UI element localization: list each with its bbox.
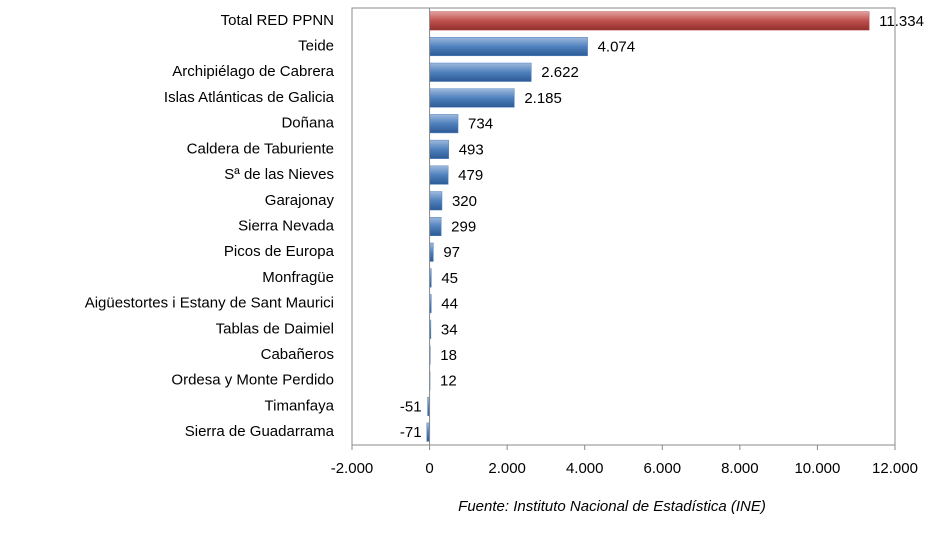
value-label: -71 [400, 424, 422, 441]
value-label: 12 [440, 373, 457, 390]
value-label: 44 [441, 296, 458, 313]
value-label: 11.334 [879, 13, 924, 30]
value-label: 18 [440, 347, 457, 364]
bar [429, 11, 870, 31]
y-tick-label: Sª de las Nieves [224, 166, 334, 183]
y-tick-label: Ordesa y Monte Perdido [171, 372, 334, 389]
y-tick-label: Cabañeros [261, 346, 334, 363]
y-tick-label: Islas Atlánticas de Galicia [164, 89, 335, 106]
value-label: 734 [468, 116, 493, 133]
value-label: 479 [458, 167, 483, 184]
x-tick-label: 4.000 [566, 460, 604, 477]
value-label: 4.074 [598, 39, 636, 56]
x-tick-label: 0 [425, 460, 433, 477]
bar [429, 191, 443, 211]
value-label: 34 [441, 321, 458, 338]
bar [429, 139, 449, 159]
bar [429, 242, 434, 262]
y-tick-label: Caldera de Taburiente [187, 140, 334, 157]
source: Fuente: Instituto Nacional de Estadístic… [458, 498, 766, 515]
y-tick-label: Aigüestortes i Estany de Sant Maurici [85, 295, 334, 312]
y-tick-label: Sierra Nevada [238, 217, 335, 234]
y-tick-label: Total RED PPNN [221, 12, 334, 29]
bar [429, 114, 459, 134]
x-tick-label: -2.000 [331, 460, 374, 477]
value-label: 493 [459, 141, 484, 158]
value-label: 97 [443, 244, 460, 261]
value-label: 320 [452, 193, 477, 210]
plot-frame [351, 7, 896, 446]
value-label: 45 [441, 270, 458, 287]
value-label: 299 [451, 218, 476, 235]
bar [429, 165, 449, 185]
x-tick-label: 12.000 [872, 460, 918, 477]
bar [429, 37, 588, 57]
y-tick-label: Sierra de Guadarrama [185, 423, 335, 440]
bar [429, 216, 442, 237]
y-tick-label: Tablas de Daimiel [216, 320, 334, 337]
bar [429, 62, 532, 82]
y-tick-label: Archipiélago de Cabrera [172, 63, 334, 80]
y-tick-label: Garajonay [265, 192, 335, 209]
y-tick-label: Timanfaya [265, 397, 335, 414]
value-label: 2.622 [541, 64, 579, 81]
value-label: -51 [400, 398, 422, 415]
bar [429, 88, 515, 108]
y-tick-label: Teide [298, 38, 334, 55]
y-tick-label: Monfragüe [262, 269, 334, 286]
value-label: 2.185 [524, 90, 562, 107]
x-tick-label: 2.000 [488, 460, 526, 477]
x-tick-label: 6.000 [644, 460, 682, 477]
x-tick-label: 8.000 [721, 460, 759, 477]
y-tick-label: Doñana [281, 115, 334, 132]
y-tick-label: Picos de Europa [224, 243, 335, 260]
x-tick-label: 10.000 [794, 460, 840, 477]
